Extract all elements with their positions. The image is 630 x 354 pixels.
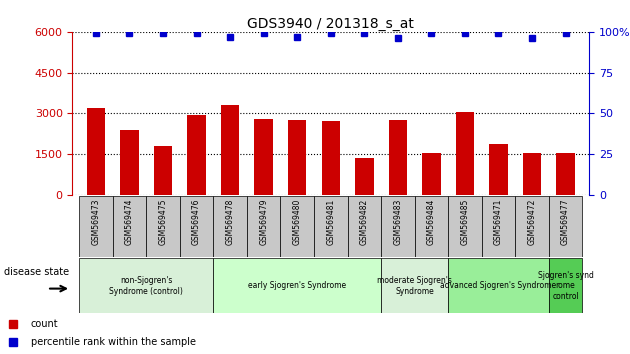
Bar [389, 120, 407, 195]
Bar [214, 258, 381, 313]
Text: GSM569471: GSM569471 [494, 198, 503, 245]
Bar [113, 196, 146, 257]
Text: Sjogren's synd
rome
control: Sjogren's synd rome control [537, 271, 593, 301]
Bar [79, 196, 113, 257]
Text: non-Sjogren's
Syndrome (control): non-Sjogren's Syndrome (control) [110, 276, 183, 296]
Text: GSM569475: GSM569475 [159, 198, 168, 245]
Bar [515, 196, 549, 257]
Bar [549, 258, 582, 313]
Bar [180, 196, 214, 257]
Bar [214, 196, 247, 257]
Bar [381, 258, 448, 313]
Title: GDS3940 / 201318_s_at: GDS3940 / 201318_s_at [248, 17, 414, 31]
Bar [321, 121, 340, 195]
Text: GSM569483: GSM569483 [393, 198, 403, 245]
Bar [348, 196, 381, 257]
Bar [415, 196, 448, 257]
Bar [355, 158, 374, 195]
Text: advanced Sjogren's Syndrome: advanced Sjogren's Syndrome [440, 281, 556, 290]
Text: count: count [31, 319, 59, 329]
Text: disease state: disease state [4, 267, 69, 277]
Text: GSM569484: GSM569484 [427, 198, 436, 245]
Text: GSM569480: GSM569480 [293, 198, 302, 245]
Text: GSM569482: GSM569482 [360, 198, 369, 245]
Bar [549, 196, 582, 257]
Bar [490, 144, 508, 195]
Bar [523, 153, 541, 195]
Bar [455, 112, 474, 195]
Text: GSM569485: GSM569485 [461, 198, 469, 245]
Bar [280, 196, 314, 257]
Bar [288, 120, 306, 195]
Bar [221, 105, 239, 195]
Bar [482, 196, 515, 257]
Bar [187, 115, 206, 195]
Text: percentile rank within the sample: percentile rank within the sample [31, 337, 196, 347]
Bar [422, 153, 440, 195]
Bar [556, 153, 575, 195]
Text: GSM569473: GSM569473 [91, 198, 100, 245]
Text: GSM569479: GSM569479 [259, 198, 268, 245]
Bar [154, 146, 172, 195]
Bar [448, 258, 549, 313]
Text: GSM569472: GSM569472 [527, 198, 537, 245]
Bar [120, 130, 139, 195]
Text: moderate Sjogren's
Syndrome: moderate Sjogren's Syndrome [377, 276, 452, 296]
Bar [448, 196, 482, 257]
Text: GSM569476: GSM569476 [192, 198, 201, 245]
Bar [255, 119, 273, 195]
Bar [247, 196, 280, 257]
Bar [87, 108, 105, 195]
Bar [146, 196, 180, 257]
Bar [381, 196, 415, 257]
Text: GSM569474: GSM569474 [125, 198, 134, 245]
Text: early Sjogren's Syndrome: early Sjogren's Syndrome [248, 281, 346, 290]
Text: GSM569478: GSM569478 [226, 198, 234, 245]
Text: GSM569481: GSM569481 [326, 198, 335, 245]
Bar [79, 258, 214, 313]
Bar [314, 196, 348, 257]
Text: GSM569477: GSM569477 [561, 198, 570, 245]
